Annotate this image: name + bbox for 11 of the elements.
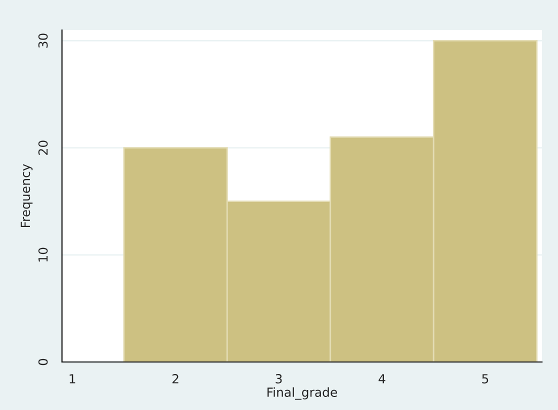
x-tick-label: 4: [378, 374, 386, 384]
x-axis-title: Final_grade: [268, 387, 338, 400]
y-tick-label: 20: [38, 140, 48, 155]
y-tick-label: 30: [38, 34, 48, 48]
x-tick-label: 2: [172, 374, 178, 384]
x-tick-label: 3: [276, 374, 282, 384]
x-tick-label: 1: [70, 374, 76, 384]
y-axis-title: Frequency: [20, 164, 33, 228]
x-tick-label: 5: [482, 374, 488, 384]
y-tick-label: 0: [38, 358, 48, 366]
y-tick-label: 10: [38, 248, 48, 262]
